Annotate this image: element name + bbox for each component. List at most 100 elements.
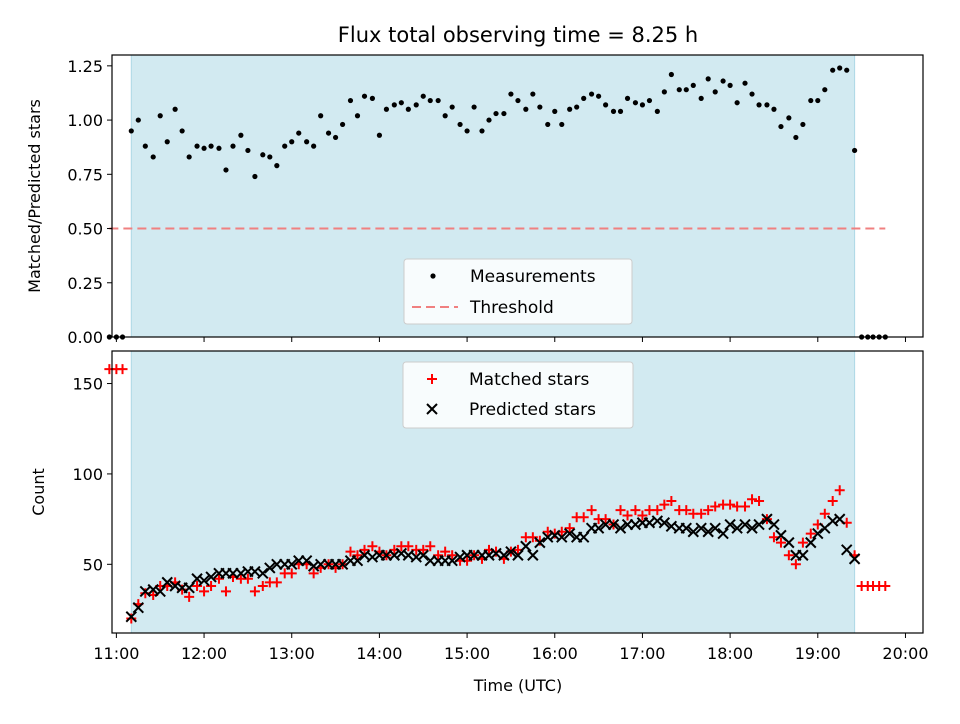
measurement-point — [318, 113, 324, 119]
matched-star-point — [447, 550, 458, 561]
predicted-star-point — [841, 544, 853, 556]
predicted-star-point — [198, 574, 210, 587]
legend-box — [402, 361, 634, 429]
y-tick-label: 0.00 — [67, 328, 103, 347]
measurement-point — [150, 154, 156, 160]
measurement-point — [289, 139, 295, 145]
measurement-point — [398, 100, 404, 106]
measurement-point — [361, 93, 368, 99]
measurement-point — [427, 97, 433, 104]
measurement-point — [304, 139, 310, 145]
matched-star-point — [403, 541, 414, 552]
predicted-star-point — [761, 513, 773, 525]
predicted-star-point — [805, 536, 817, 549]
predicted-star-point — [125, 611, 137, 623]
measurement-point — [223, 167, 229, 173]
measurement-point — [260, 152, 266, 158]
legend: Measurements Threshold — [403, 258, 633, 325]
predicted-star-point — [161, 576, 173, 589]
predicted-star-point — [549, 529, 561, 542]
measurement-point — [186, 154, 192, 160]
measurement-point — [339, 121, 346, 128]
measurement-point — [493, 110, 499, 117]
legend-label-measurements: Measurements — [470, 267, 596, 287]
measurement-point — [668, 71, 674, 78]
predicted-star-point — [286, 558, 298, 571]
measurement-point — [786, 115, 792, 121]
matched-star-point — [271, 577, 282, 588]
predicted-star-point — [607, 518, 620, 531]
x-tick-label: 14:00 — [356, 644, 402, 663]
predicted-star-point — [300, 554, 313, 567]
predicted-star-point — [169, 580, 181, 592]
measurement-point — [267, 154, 273, 160]
measurement-point — [837, 65, 843, 71]
counts-panel: 50 100 150 11:00 12:00 13:00 14:00 15:00 16:00 17… — [29, 350, 929, 663]
measurement-point — [588, 91, 595, 97]
predicted-star-point — [132, 601, 145, 614]
predicted-star-point — [454, 551, 466, 563]
measurement-point — [778, 123, 784, 130]
predicted-star-point — [651, 515, 664, 527]
predicted-star-point — [695, 522, 707, 534]
measurement-point — [749, 91, 755, 97]
legend-marker-predicted — [426, 403, 438, 415]
measurement-point — [764, 102, 770, 108]
measurement-point — [632, 100, 639, 106]
matched-star-point — [622, 510, 633, 521]
measurement-point — [369, 95, 375, 101]
predicted-star-point — [527, 549, 539, 561]
matched-star-point — [659, 499, 670, 510]
y-tick-label: 150 — [72, 375, 103, 394]
matched-star-point — [703, 505, 714, 516]
measurement-point — [596, 93, 602, 99]
measurement-point — [442, 113, 448, 119]
measurement-point — [245, 147, 251, 154]
measurement-point — [581, 95, 587, 101]
axes-frame — [111, 350, 924, 634]
predicted-star-point — [483, 549, 495, 561]
measurement-point — [296, 130, 302, 136]
predicted-star-point — [629, 518, 642, 531]
measurement-point — [311, 143, 317, 149]
matched-star-point — [768, 532, 779, 543]
measurement-point — [661, 89, 667, 95]
predicted-star-point — [395, 547, 408, 560]
x-tick-label: 13:00 — [269, 644, 315, 663]
matched-star-point — [527, 532, 538, 543]
predicted-star-point — [768, 518, 780, 531]
measurement-point — [698, 95, 704, 101]
measurement-point — [756, 102, 762, 108]
measurement-point — [282, 143, 288, 149]
predicted-star-point — [183, 582, 195, 594]
measurement-point — [383, 106, 390, 112]
measurement-point — [135, 117, 141, 123]
x-tick-label: 15:00 — [444, 644, 490, 663]
measurement-point — [347, 97, 354, 104]
legend-marker-measurements — [430, 273, 436, 279]
predicted-star-point — [446, 554, 458, 567]
measurement-point — [252, 173, 258, 180]
y-tick-label: 0.75 — [67, 165, 103, 184]
matched-star-point — [192, 581, 203, 591]
matched-star-point — [805, 528, 816, 539]
y-tick-label: 50 — [83, 555, 103, 574]
matched-star-point — [797, 537, 808, 548]
measurement-point — [822, 87, 828, 93]
measurement-point — [624, 95, 631, 101]
x-axis-label: Time (UTC) — [473, 676, 562, 695]
predicted-star-point — [724, 518, 736, 531]
measurement-point — [391, 102, 397, 108]
matched-star-point — [710, 501, 721, 512]
matched-star-point — [199, 586, 210, 597]
predicted-star-point — [783, 536, 795, 549]
predicted-star-point — [417, 549, 429, 561]
predicted-star-point — [154, 585, 166, 598]
measurement-point — [486, 117, 492, 123]
measurement-point — [515, 97, 521, 104]
y-tick-label: 1.25 — [67, 57, 103, 76]
matched-star-point — [666, 496, 677, 507]
matched-star-point — [725, 499, 736, 510]
y-tick-label: 1.00 — [67, 111, 103, 130]
